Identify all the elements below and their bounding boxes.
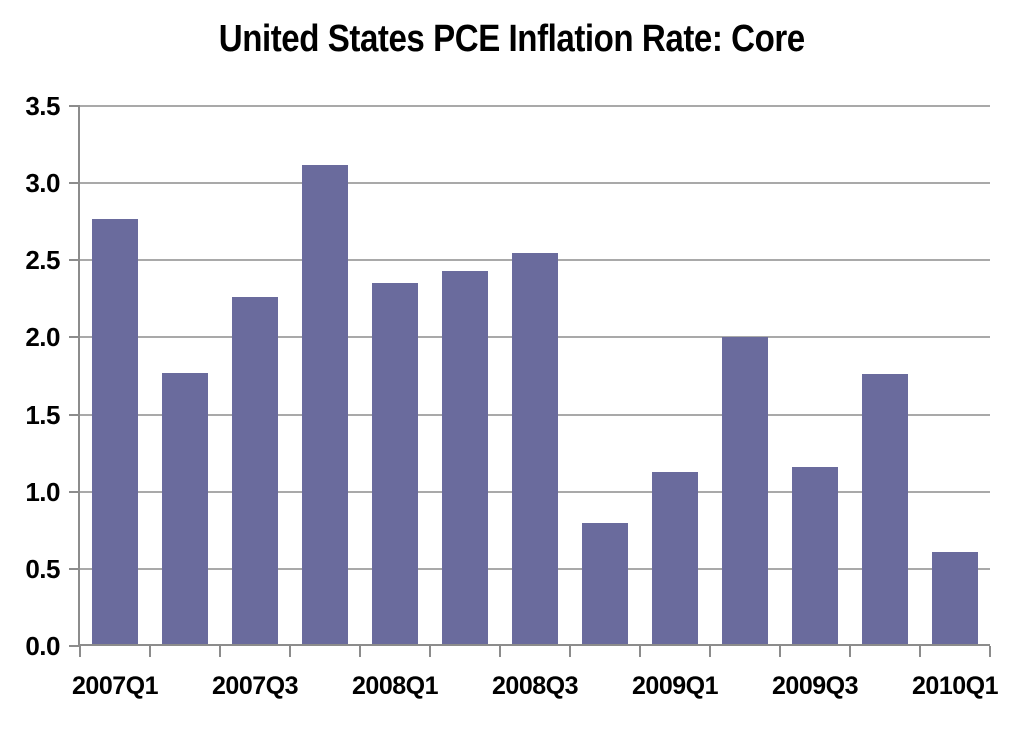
bar-2009Q4 <box>861 374 909 646</box>
x-axis-tick <box>79 646 81 657</box>
y-axis-tick <box>69 567 80 570</box>
x-axis-tick <box>709 646 711 657</box>
y-axis-tick <box>69 413 80 416</box>
y-tick-label: 1.5 <box>25 399 60 430</box>
bar-2009Q3 <box>791 467 839 646</box>
y-axis-tick <box>69 259 80 262</box>
x-tick-label: 2007Q1 <box>72 672 158 700</box>
x-tick-label: 2007Q3 <box>212 672 298 700</box>
y-tick-label: 0.5 <box>25 553 60 584</box>
x-axis-line <box>78 644 990 646</box>
x-axis-tick <box>219 646 221 657</box>
y-axis-tick <box>69 490 80 493</box>
x-axis-tick <box>149 646 151 657</box>
gridline <box>80 105 990 107</box>
x-axis-tick <box>499 646 501 657</box>
bar-2008Q3 <box>511 252 559 646</box>
x-axis-tick <box>779 646 781 657</box>
bar-2008Q4 <box>581 522 629 646</box>
bar-2008Q1 <box>371 283 419 646</box>
y-axis-tick <box>69 182 80 185</box>
bar-2007Q4 <box>301 164 349 646</box>
x-axis-tick <box>919 646 921 657</box>
x-tick-label: 2010Q1 <box>912 672 998 700</box>
bar-2008Q2 <box>441 271 489 646</box>
y-tick-label: 2.0 <box>25 322 60 353</box>
x-axis-tick <box>359 646 361 657</box>
y-tick-label: 1.0 <box>25 476 60 507</box>
bar-2007Q2 <box>161 372 209 646</box>
y-axis-line <box>78 106 80 646</box>
x-axis-tick <box>429 646 431 657</box>
x-tick-label: 2009Q1 <box>632 672 718 700</box>
y-tick-label: 3.0 <box>25 168 60 199</box>
bar-2009Q2 <box>721 337 769 646</box>
x-axis-tick <box>639 646 641 657</box>
x-axis-tick <box>569 646 571 657</box>
bar-2009Q1 <box>651 471 699 646</box>
bar-2010Q1 <box>931 551 979 646</box>
bar-2007Q3 <box>231 297 279 646</box>
x-tick-label: 2008Q3 <box>492 672 578 700</box>
x-axis-tick <box>849 646 851 657</box>
x-tick-label: 2008Q1 <box>352 672 438 700</box>
x-axis-tick <box>989 646 991 657</box>
y-tick-label: 2.5 <box>25 245 60 276</box>
gridline <box>80 182 990 185</box>
y-tick-label: 3.5 <box>25 91 60 121</box>
y-axis-tick <box>69 336 80 339</box>
chart-title-text: United States PCE Inflation Rate: Core <box>218 18 805 60</box>
y-axis-tick <box>69 645 80 647</box>
y-axis-tick <box>69 105 80 107</box>
chart-title: United States PCE Inflation Rate: Core <box>0 18 1024 61</box>
y-tick-label: 0.0 <box>25 631 60 661</box>
x-tick-label: 2009Q3 <box>772 672 858 700</box>
x-axis-tick <box>289 646 291 657</box>
bar-2007Q1 <box>91 218 139 646</box>
